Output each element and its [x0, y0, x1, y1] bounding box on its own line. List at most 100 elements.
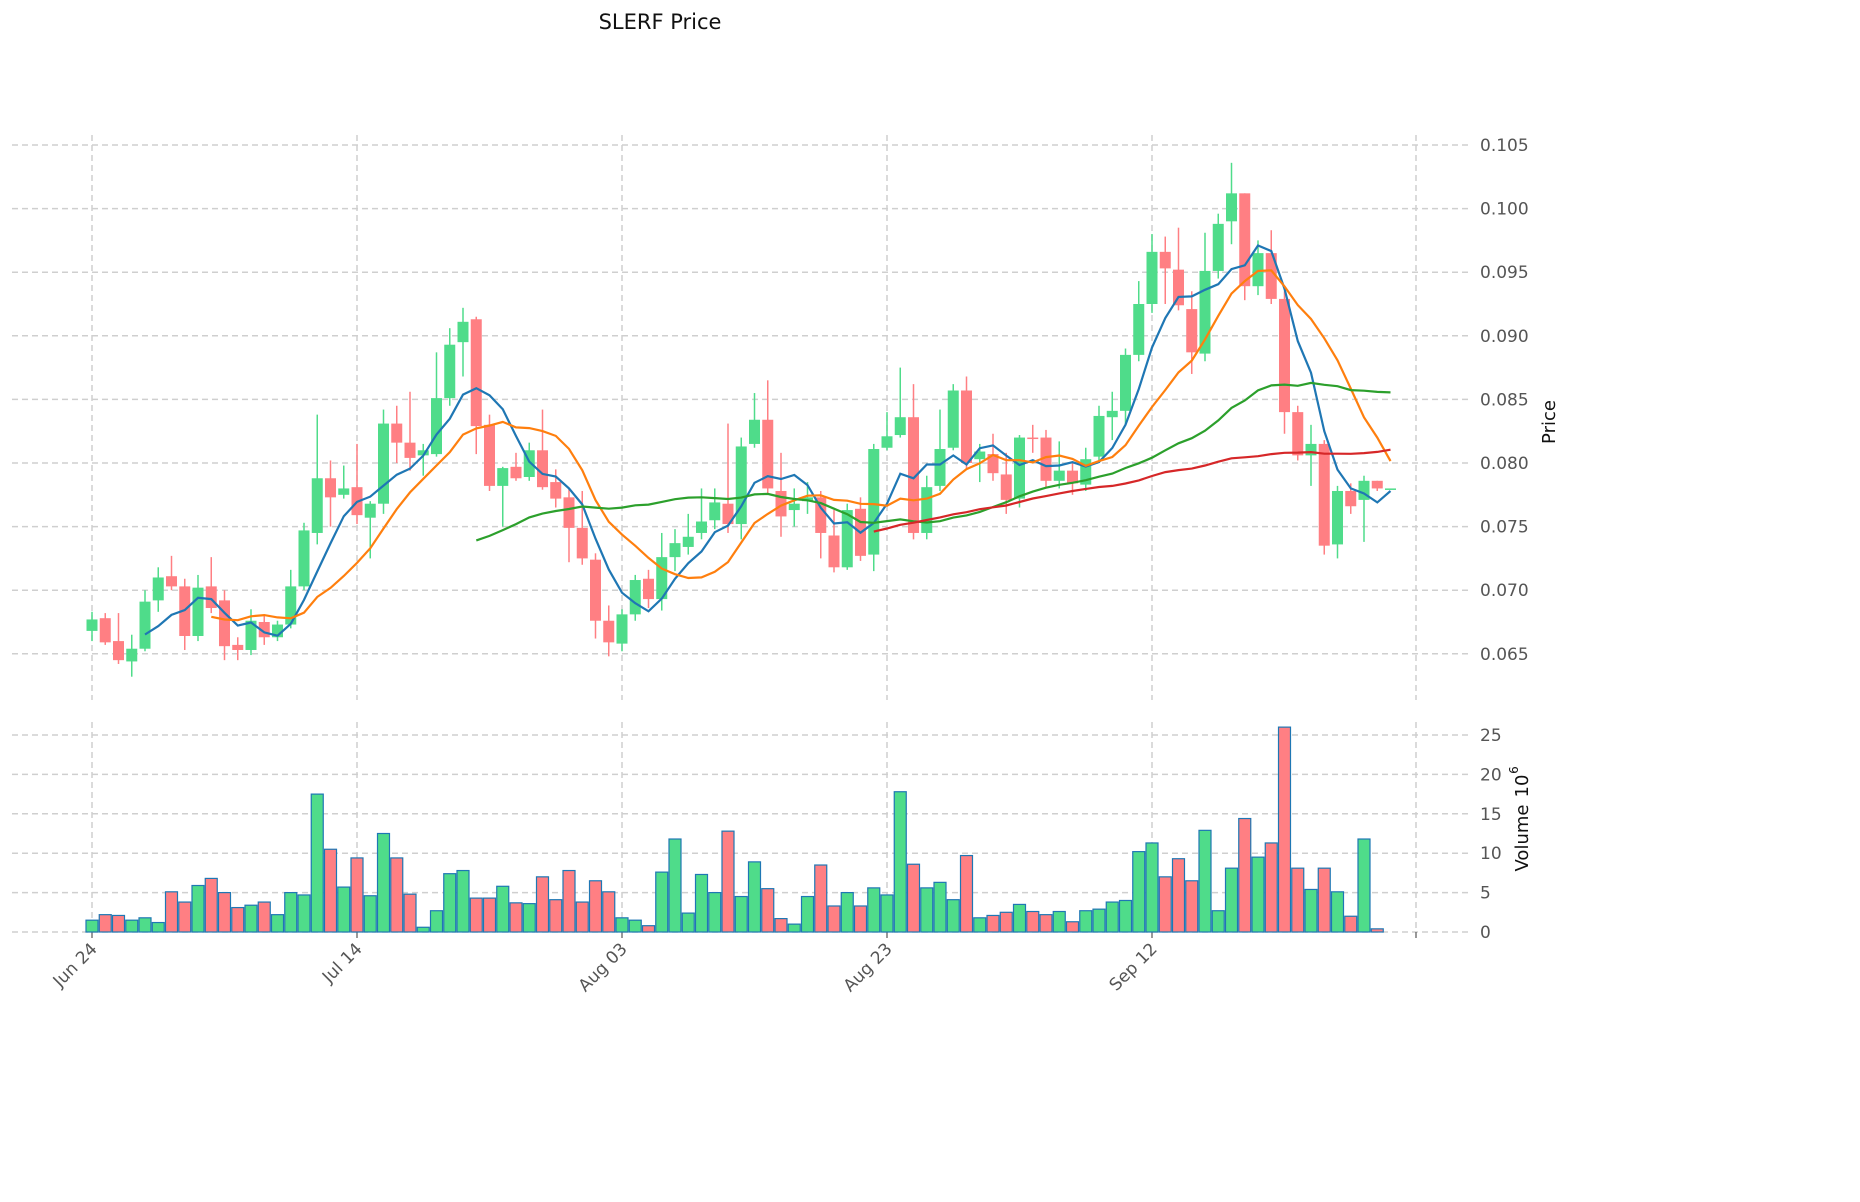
- candle: [987, 433, 999, 481]
- price-tick-label: 0.090: [1480, 327, 1529, 347]
- candle-body: [1146, 251, 1158, 304]
- volume-tick-label: 5: [1480, 884, 1491, 904]
- candle: [470, 316, 482, 455]
- candle: [298, 522, 310, 591]
- candle: [762, 380, 774, 494]
- price-tick-label: 0.065: [1480, 645, 1529, 665]
- candle: [947, 384, 959, 451]
- volume-bar: [1026, 910, 1040, 933]
- candle: [325, 460, 336, 527]
- candle: [1226, 162, 1237, 245]
- volume-bar: [1198, 829, 1212, 933]
- candle-body: [643, 578, 654, 600]
- candle-body: [961, 390, 972, 463]
- volume-bar: [814, 864, 828, 933]
- candle-body: [1000, 474, 1012, 500]
- candle-body: [1067, 470, 1078, 484]
- candle-body: [1318, 443, 1330, 546]
- volume-bar: [1118, 899, 1133, 933]
- candle-body: [258, 622, 270, 638]
- volume-bar: [641, 925, 656, 933]
- candle: [113, 613, 124, 664]
- candle-body: [364, 503, 376, 518]
- candle: [537, 409, 548, 490]
- volume-bar: [429, 910, 444, 933]
- volume-bar: [1171, 858, 1186, 933]
- volume-bar: [668, 838, 682, 933]
- candle-body: [749, 419, 760, 444]
- volume-tick-label: 20: [1480, 765, 1502, 785]
- candle: [921, 475, 933, 540]
- volume-bar: [946, 899, 960, 933]
- volume-bar: [496, 885, 510, 933]
- candle: [590, 553, 601, 639]
- volume-bar: [1330, 891, 1345, 933]
- candle-body: [404, 442, 416, 458]
- chart-title: SLERF Price: [598, 10, 722, 34]
- candle: [404, 391, 416, 471]
- candle-body: [232, 644, 244, 650]
- candle-body: [1093, 415, 1105, 457]
- volume-bar: [827, 905, 841, 933]
- candle: [1199, 232, 1211, 362]
- candle-body: [603, 620, 615, 643]
- candle-body: [470, 319, 482, 427]
- volume-tick-label: 0: [1480, 923, 1491, 943]
- volume-bar: [867, 887, 881, 933]
- candle-body: [1265, 253, 1277, 299]
- candle: [696, 488, 707, 540]
- volume-bar: [999, 911, 1013, 933]
- volume-bar: [853, 905, 868, 933]
- volume-bar: [323, 848, 338, 933]
- candle: [961, 376, 972, 470]
- candle-body: [444, 344, 456, 399]
- candle: [1040, 429, 1052, 488]
- volume-bar: [1370, 928, 1384, 933]
- candle: [139, 590, 151, 652]
- candle-body: [205, 586, 217, 609]
- volume-exponent-label: 6: [1507, 766, 1521, 774]
- candle-body: [1212, 223, 1224, 271]
- candle-body: [245, 620, 257, 650]
- candle-body: [192, 587, 204, 636]
- volume-bar: [787, 923, 801, 933]
- volume-bar: [1105, 901, 1119, 933]
- moving-average-5-line: [144, 244, 1392, 637]
- volume-bar: [721, 830, 735, 933]
- moving-average-10-line: [211, 269, 1392, 622]
- candle-body: [497, 468, 509, 486]
- candle: [86, 611, 98, 642]
- candle: [391, 405, 403, 463]
- candle: [629, 574, 641, 621]
- candle: [126, 634, 138, 677]
- volume-bar: [1079, 910, 1093, 933]
- price-tick-label: 0.085: [1480, 390, 1529, 410]
- volume-bar: [231, 906, 245, 933]
- moving-average-60-line: [873, 448, 1391, 533]
- volume-bar: [337, 886, 351, 933]
- x-tick-label: Aug 23: [840, 939, 897, 996]
- candle: [1385, 488, 1396, 490]
- volume-bar: [363, 895, 377, 933]
- candle-body: [709, 502, 721, 521]
- volume-bar: [178, 901, 192, 933]
- candle: [166, 555, 177, 591]
- candle-body: [391, 423, 403, 443]
- volume-bar: [1211, 910, 1225, 933]
- volume-bar: [403, 893, 417, 933]
- volume-bar: [880, 894, 894, 933]
- price-tick-label: 0.095: [1480, 263, 1529, 283]
- candle-body: [1345, 490, 1357, 507]
- volume-bar: [1039, 914, 1053, 933]
- candle: [868, 443, 880, 572]
- volume-bar: [138, 917, 152, 933]
- candle: [457, 307, 469, 377]
- candle-body: [1239, 193, 1251, 287]
- candle: [1106, 391, 1118, 441]
- candle: [1027, 424, 1039, 453]
- candle: [894, 367, 906, 438]
- volume-bar: [416, 926, 430, 933]
- price-tick-label: 0.070: [1480, 581, 1529, 601]
- volume-bar: [98, 914, 112, 933]
- volume-bar: [1277, 726, 1292, 933]
